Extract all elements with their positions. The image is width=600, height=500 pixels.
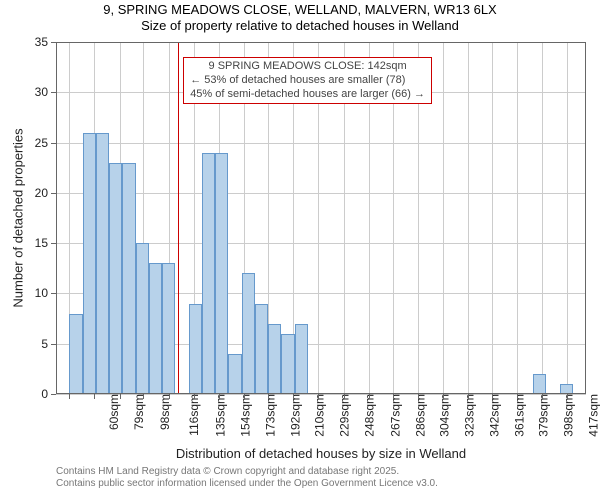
xtick-label: 398sqm: [556, 394, 576, 437]
xtick: [194, 394, 195, 399]
xtick: [468, 394, 469, 399]
reference-line: [178, 42, 179, 394]
xtick-label: 379sqm: [531, 394, 551, 437]
xtick: [418, 394, 419, 399]
gridline-vertical: [567, 42, 568, 394]
histogram-bar: [268, 324, 281, 394]
gridline-vertical: [492, 42, 493, 394]
histogram-bar: [69, 314, 82, 394]
histogram-bar: [215, 153, 228, 394]
histogram-bar: [162, 263, 175, 394]
gridline-vertical: [517, 42, 518, 394]
xtick-label: 229sqm: [332, 394, 352, 437]
histogram-bar: [83, 133, 96, 394]
xtick: [169, 394, 170, 399]
xtick: [443, 394, 444, 399]
xtick: [344, 394, 345, 399]
histogram-bar: [533, 374, 546, 394]
attribution-line-1: Contains HM Land Registry data © Crown c…: [56, 466, 438, 478]
plot-area: 0510152025303560sqm79sqm98sqm116sqm135sq…: [56, 42, 586, 394]
histogram-bar: [255, 304, 268, 395]
xtick: [318, 394, 319, 399]
histogram-bar: [122, 163, 135, 394]
attribution-line-2: Contains public sector information licen…: [56, 478, 438, 490]
xtick: [268, 394, 269, 399]
xtick-label: 286sqm: [407, 394, 427, 437]
axis-border: [56, 42, 586, 43]
xtick-label: 116sqm: [181, 394, 201, 436]
xtick: [219, 394, 220, 399]
histogram-bar: [96, 133, 109, 394]
histogram-bar: [281, 334, 294, 394]
gridline-horizontal: [56, 193, 586, 194]
xtick-label: 98sqm: [152, 394, 172, 430]
xtick: [244, 394, 245, 399]
ytick-label: 5: [41, 337, 56, 351]
ytick-label: 25: [35, 136, 56, 150]
xtick-label: 79sqm: [126, 394, 146, 430]
xtick: [143, 394, 144, 399]
xtick-label: 173sqm: [258, 394, 278, 437]
x-axis-label: Distribution of detached houses by size …: [56, 446, 586, 461]
annotation-line: 45% of semi-detached houses are larger (…: [190, 88, 425, 102]
xtick: [567, 394, 568, 399]
axis-border: [56, 42, 57, 394]
xtick: [94, 394, 95, 399]
xtick: [542, 394, 543, 399]
xtick-label: 342sqm: [482, 394, 502, 437]
xtick-label: 323sqm: [456, 394, 476, 437]
attribution: Contains HM Land Registry data © Crown c…: [56, 466, 438, 490]
xtick: [369, 394, 370, 399]
histogram-bar: [136, 243, 149, 394]
xtick-label: 267sqm: [382, 394, 402, 437]
ytick-label: 15: [35, 236, 56, 250]
xtick: [492, 394, 493, 399]
axis-border: [56, 393, 586, 394]
y-axis-label: Number of detached properties: [11, 118, 26, 318]
gridline-vertical: [468, 42, 469, 394]
gridline-vertical: [542, 42, 543, 394]
title-line-1: 9, SPRING MEADOWS CLOSE, WELLAND, MALVER…: [0, 2, 600, 18]
gridline-vertical: [443, 42, 444, 394]
xtick-label: 248sqm: [357, 394, 377, 437]
axis-border: [585, 42, 586, 394]
xtick-label: 60sqm: [101, 394, 121, 430]
xtick-label: 417sqm: [581, 394, 600, 437]
annotation-line: 9 SPRING MEADOWS CLOSE: 142sqm: [190, 60, 425, 74]
histogram-bar: [242, 273, 255, 394]
histogram-bar: [295, 324, 308, 394]
xtick-label: 210sqm: [307, 394, 327, 437]
histogram-bar: [149, 263, 162, 394]
histogram-bar: [109, 163, 122, 394]
xtick-label: 304sqm: [431, 394, 451, 437]
ytick-label: 0: [41, 387, 56, 401]
histogram-bar: [228, 354, 241, 394]
xtick: [393, 394, 394, 399]
histogram-bar: [189, 304, 202, 395]
chart-title: 9, SPRING MEADOWS CLOSE, WELLAND, MALVER…: [0, 2, 600, 35]
ytick-label: 35: [35, 35, 56, 49]
annotation-line: ← 53% of detached houses are smaller (78…: [190, 74, 425, 88]
ytick-label: 10: [35, 286, 56, 300]
gridline-horizontal: [56, 143, 586, 144]
xtick: [517, 394, 518, 399]
xtick: [293, 394, 294, 399]
xtick-label: 154sqm: [233, 394, 253, 437]
annotation-box: 9 SPRING MEADOWS CLOSE: 142sqm← 53% of d…: [183, 57, 432, 104]
xtick-label: 135sqm: [207, 394, 227, 437]
title-line-2: Size of property relative to detached ho…: [0, 18, 600, 34]
xtick: [69, 394, 70, 399]
xtick: [120, 394, 121, 399]
xtick-label: 361sqm: [507, 394, 527, 437]
histogram-bar: [202, 153, 215, 394]
xtick-label: 192sqm: [283, 394, 303, 437]
ytick-label: 20: [35, 186, 56, 200]
ytick-label: 30: [35, 85, 56, 99]
